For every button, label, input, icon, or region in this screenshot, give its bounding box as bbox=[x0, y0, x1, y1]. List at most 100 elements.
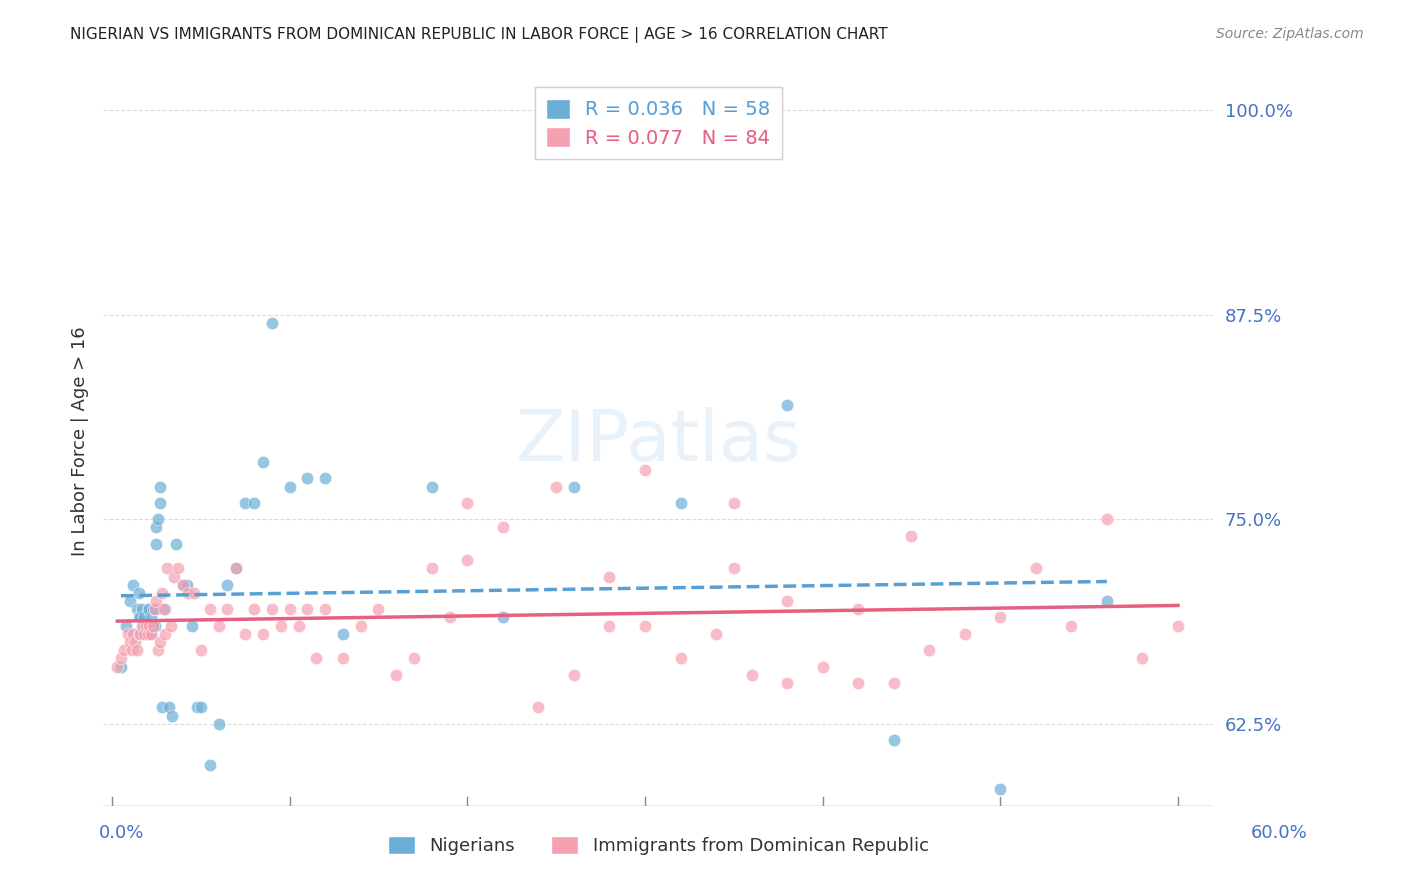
Point bbox=[198, 602, 221, 616]
Point bbox=[225, 561, 247, 575]
Point bbox=[145, 594, 167, 608]
Point bbox=[350, 618, 373, 632]
Point bbox=[132, 627, 155, 641]
Text: 60.0%: 60.0% bbox=[1251, 824, 1308, 842]
Point bbox=[148, 643, 170, 657]
Point bbox=[181, 618, 204, 632]
Point bbox=[177, 586, 200, 600]
Point bbox=[198, 757, 221, 772]
Text: Source: ZipAtlas.com: Source: ZipAtlas.com bbox=[1216, 27, 1364, 41]
Point bbox=[129, 610, 152, 624]
Point bbox=[314, 602, 336, 616]
Point bbox=[150, 700, 173, 714]
Point bbox=[811, 659, 834, 673]
Point bbox=[846, 676, 869, 690]
Point bbox=[1132, 651, 1154, 665]
Point bbox=[723, 496, 745, 510]
Point bbox=[110, 651, 132, 665]
Point bbox=[252, 627, 274, 641]
Point bbox=[132, 610, 155, 624]
Point bbox=[207, 716, 229, 731]
Point bbox=[953, 627, 976, 641]
Y-axis label: In Labor Force | Age > 16: In Labor Force | Age > 16 bbox=[72, 326, 89, 557]
Point bbox=[190, 643, 212, 657]
Point bbox=[190, 700, 212, 714]
Point bbox=[121, 643, 143, 657]
Point bbox=[420, 561, 443, 575]
Point bbox=[243, 496, 266, 510]
Point bbox=[125, 643, 148, 657]
Point bbox=[367, 602, 389, 616]
Point bbox=[1167, 618, 1189, 632]
Point bbox=[420, 479, 443, 493]
Text: 0.0%: 0.0% bbox=[98, 824, 143, 842]
Point bbox=[562, 479, 585, 493]
Text: NIGERIAN VS IMMIGRANTS FROM DOMINICAN REPUBLIC IN LABOR FORCE | AGE > 16 CORRELA: NIGERIAN VS IMMIGRANTS FROM DOMINICAN RE… bbox=[70, 27, 889, 43]
Point bbox=[741, 667, 763, 681]
Point bbox=[128, 610, 150, 624]
Point bbox=[439, 610, 461, 624]
Point bbox=[988, 610, 1011, 624]
Point bbox=[305, 651, 328, 665]
Point bbox=[139, 610, 162, 624]
Point bbox=[217, 578, 239, 592]
Point bbox=[634, 618, 657, 632]
Point bbox=[1025, 561, 1047, 575]
Point bbox=[883, 676, 905, 690]
Point bbox=[456, 496, 478, 510]
Point bbox=[165, 537, 187, 551]
Point bbox=[149, 635, 172, 649]
Point bbox=[148, 512, 170, 526]
Point bbox=[155, 602, 177, 616]
Point bbox=[527, 700, 550, 714]
Point bbox=[278, 479, 301, 493]
Point bbox=[918, 643, 941, 657]
Point bbox=[776, 594, 799, 608]
Point bbox=[260, 602, 283, 616]
Point bbox=[105, 659, 128, 673]
Point bbox=[139, 627, 162, 641]
Point bbox=[988, 782, 1011, 797]
Point bbox=[1095, 512, 1118, 526]
Point bbox=[1095, 594, 1118, 608]
Point bbox=[172, 578, 194, 592]
Point bbox=[456, 553, 478, 567]
Point bbox=[131, 618, 153, 632]
Point bbox=[278, 602, 301, 616]
Point bbox=[152, 602, 174, 616]
Point bbox=[846, 602, 869, 616]
Point bbox=[128, 627, 150, 641]
Point bbox=[634, 463, 657, 477]
Point bbox=[145, 520, 167, 534]
Point bbox=[114, 643, 136, 657]
Point bbox=[136, 602, 159, 616]
Point bbox=[135, 627, 157, 641]
Point bbox=[492, 610, 515, 624]
Point bbox=[243, 602, 266, 616]
Point bbox=[118, 635, 141, 649]
Point bbox=[125, 602, 148, 616]
Point bbox=[225, 561, 247, 575]
Point bbox=[900, 528, 922, 542]
Point bbox=[669, 496, 692, 510]
Point bbox=[163, 569, 186, 583]
Point bbox=[155, 627, 177, 641]
Point bbox=[142, 618, 165, 632]
Point bbox=[217, 602, 239, 616]
Point bbox=[297, 602, 319, 616]
Point bbox=[131, 602, 153, 616]
Point bbox=[159, 618, 181, 632]
Point bbox=[135, 618, 157, 632]
Point bbox=[129, 627, 152, 641]
Point bbox=[149, 496, 172, 510]
Point bbox=[332, 651, 354, 665]
Point bbox=[297, 471, 319, 485]
Point bbox=[128, 586, 150, 600]
Point bbox=[122, 627, 145, 641]
Point bbox=[124, 635, 146, 649]
Point bbox=[1060, 618, 1083, 632]
Point bbox=[139, 627, 162, 641]
Point bbox=[233, 627, 256, 641]
Point bbox=[138, 618, 160, 632]
Point bbox=[562, 667, 585, 681]
